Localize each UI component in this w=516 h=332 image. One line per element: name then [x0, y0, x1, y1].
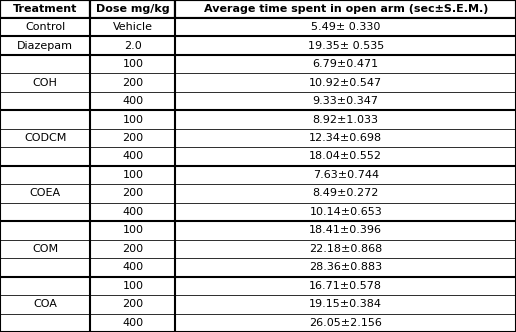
Text: 200: 200: [122, 133, 143, 143]
Bar: [175, 55, 516, 73]
Text: 200: 200: [122, 78, 143, 88]
Text: 8.92±1.033: 8.92±1.033: [313, 115, 379, 124]
Text: COA: COA: [33, 299, 57, 309]
Bar: [0, 0, 90, 18]
Bar: [175, 295, 516, 313]
Bar: [175, 92, 516, 110]
Text: COEA: COEA: [29, 189, 61, 199]
Bar: [0, 166, 90, 184]
Bar: [0, 184, 90, 203]
Bar: [175, 221, 516, 240]
Bar: [175, 18, 516, 37]
Text: 10.14±0.653: 10.14±0.653: [310, 207, 382, 217]
Bar: [90, 258, 175, 277]
Text: Average time spent in open arm (sec±S.E.M.): Average time spent in open arm (sec±S.E.…: [203, 4, 488, 14]
Bar: [0, 203, 90, 221]
Text: 200: 200: [122, 189, 143, 199]
Bar: [90, 0, 175, 18]
Bar: [90, 147, 175, 166]
Text: 2.0: 2.0: [124, 41, 142, 51]
Text: COM: COM: [32, 244, 58, 254]
Text: 8.49±0.272: 8.49±0.272: [313, 189, 379, 199]
Bar: [175, 258, 516, 277]
Bar: [175, 129, 516, 147]
Text: Control: Control: [25, 22, 66, 32]
Bar: [175, 184, 516, 203]
Bar: [0, 240, 90, 258]
Text: 18.41±0.396: 18.41±0.396: [309, 225, 382, 235]
Text: 19.35± 0.535: 19.35± 0.535: [308, 41, 384, 51]
Bar: [175, 240, 516, 258]
Bar: [90, 92, 175, 110]
Text: 100: 100: [122, 170, 143, 180]
Text: 400: 400: [122, 151, 143, 161]
Text: 10.92±0.547: 10.92±0.547: [309, 78, 382, 88]
Bar: [0, 55, 90, 73]
Bar: [175, 0, 516, 18]
Text: 5.49± 0.330: 5.49± 0.330: [311, 22, 380, 32]
Bar: [175, 277, 516, 295]
Bar: [90, 184, 175, 203]
Bar: [90, 240, 175, 258]
Text: 22.18±0.868: 22.18±0.868: [309, 244, 382, 254]
Text: Diazepam: Diazepam: [17, 41, 73, 51]
Text: 19.15±0.384: 19.15±0.384: [309, 299, 382, 309]
Bar: [0, 73, 90, 92]
Bar: [0, 277, 90, 295]
Bar: [90, 203, 175, 221]
Bar: [90, 221, 175, 240]
Bar: [90, 313, 175, 332]
Bar: [90, 110, 175, 129]
Bar: [0, 18, 90, 37]
Text: CODCM: CODCM: [24, 133, 67, 143]
Bar: [175, 203, 516, 221]
Bar: [0, 147, 90, 166]
Text: 28.36±0.883: 28.36±0.883: [309, 262, 382, 272]
Bar: [0, 221, 90, 240]
Bar: [175, 110, 516, 129]
Text: Dose mg/kg: Dose mg/kg: [96, 4, 170, 14]
Text: 100: 100: [122, 115, 143, 124]
Text: 7.63±0.744: 7.63±0.744: [313, 170, 379, 180]
Bar: [175, 37, 516, 55]
Bar: [175, 147, 516, 166]
Text: 400: 400: [122, 318, 143, 328]
Bar: [175, 166, 516, 184]
Bar: [90, 166, 175, 184]
Text: 12.34±0.698: 12.34±0.698: [309, 133, 382, 143]
Bar: [90, 37, 175, 55]
Bar: [0, 313, 90, 332]
Bar: [90, 295, 175, 313]
Bar: [90, 129, 175, 147]
Bar: [175, 313, 516, 332]
Bar: [0, 129, 90, 147]
Text: 200: 200: [122, 299, 143, 309]
Text: Vehicle: Vehicle: [113, 22, 153, 32]
Text: 26.05±2.156: 26.05±2.156: [309, 318, 382, 328]
Text: 16.71±0.578: 16.71±0.578: [309, 281, 382, 291]
Bar: [0, 110, 90, 129]
Text: COH: COH: [33, 78, 58, 88]
Text: 100: 100: [122, 281, 143, 291]
Text: 6.79±0.471: 6.79±0.471: [313, 59, 379, 69]
Bar: [90, 55, 175, 73]
Bar: [0, 295, 90, 313]
Bar: [175, 73, 516, 92]
Text: 400: 400: [122, 262, 143, 272]
Text: 18.04±0.552: 18.04±0.552: [309, 151, 382, 161]
Bar: [0, 92, 90, 110]
Bar: [90, 18, 175, 37]
Bar: [90, 277, 175, 295]
Text: 200: 200: [122, 244, 143, 254]
Bar: [0, 258, 90, 277]
Text: 100: 100: [122, 225, 143, 235]
Bar: [90, 73, 175, 92]
Text: 100: 100: [122, 59, 143, 69]
Text: 400: 400: [122, 96, 143, 106]
Text: 9.33±0.347: 9.33±0.347: [313, 96, 379, 106]
Bar: [0, 37, 90, 55]
Text: Treatment: Treatment: [13, 4, 77, 14]
Text: 400: 400: [122, 207, 143, 217]
